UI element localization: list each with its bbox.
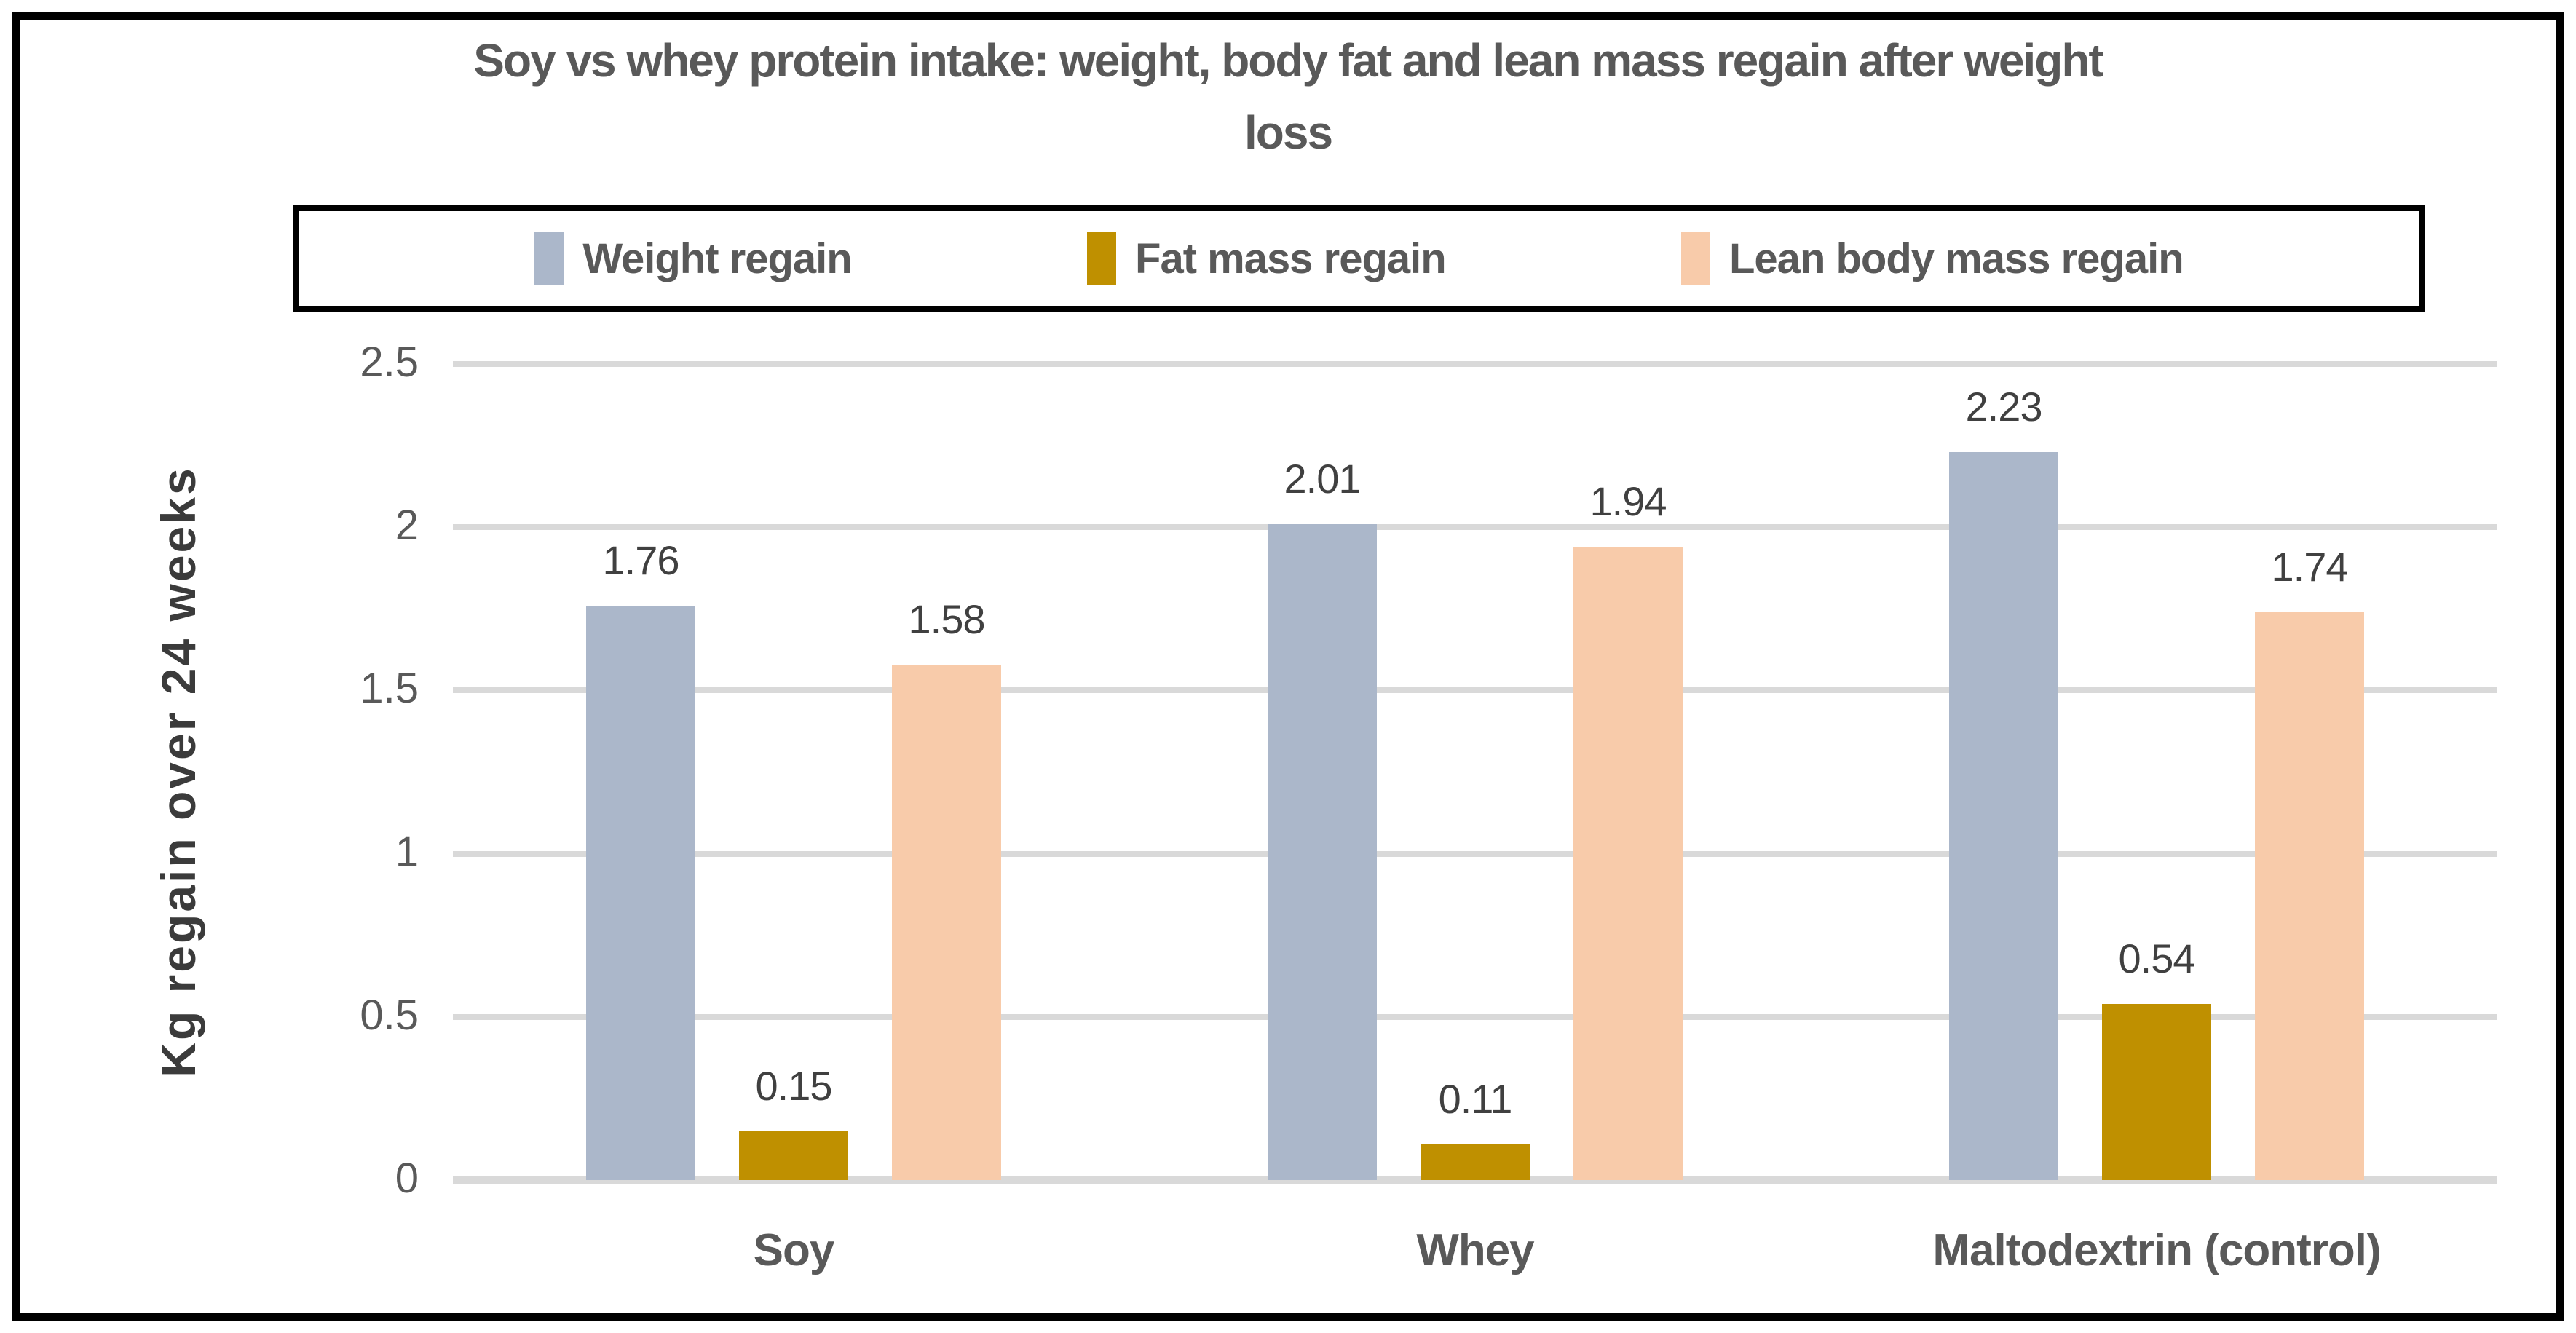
legend-item: Weight regain — [534, 232, 853, 285]
bar — [1573, 547, 1683, 1180]
bar-value-label: 1.58 — [908, 596, 986, 642]
bar — [586, 605, 695, 1180]
y-tick-label: 0.5 — [360, 991, 419, 1039]
bar-value-label: 0.54 — [2118, 935, 2196, 981]
bar-value-label: 1.76 — [602, 537, 680, 583]
y-tick-label: 2 — [395, 502, 419, 550]
gridline — [453, 1013, 2497, 1020]
legend-swatch-icon — [1087, 232, 1117, 285]
gridline — [453, 524, 2497, 531]
chart-title: Soy vs whey protein intake: weight, body… — [473, 34, 2103, 159]
y-tick-label: 1 — [395, 828, 419, 876]
x-category-label: Maltodextrin (control) — [1932, 1225, 2381, 1275]
legend-label: Fat mass regain — [1135, 234, 1447, 282]
bar-value-label: 0.11 — [1438, 1075, 1513, 1122]
x-category-label: Soy — [753, 1225, 835, 1275]
bar-value-label: 2.23 — [1965, 384, 2043, 430]
gridline — [453, 687, 2497, 694]
y-tick-label: 1.5 — [360, 665, 419, 713]
bar — [2102, 1003, 2211, 1180]
x-category-label: Whey — [1416, 1225, 1534, 1275]
bar — [1949, 452, 2058, 1180]
y-tick-label: 2.5 — [360, 339, 419, 386]
legend-item: Fat mass regain — [1087, 232, 1447, 285]
bar — [1421, 1144, 1530, 1180]
legend: Weight regain Fat mass regain Lean body ma… — [293, 205, 2425, 312]
legend-swatch-icon — [1681, 232, 1710, 285]
bar-value-label: 0.15 — [755, 1062, 833, 1109]
bar — [739, 1131, 848, 1180]
bar — [892, 664, 1001, 1180]
legend-label: Weight regain — [582, 234, 852, 282]
bar — [1268, 523, 1377, 1180]
gridline — [453, 361, 2497, 367]
legend-label: Lean body mass regain — [1729, 234, 2184, 282]
y-tick-label: 0 — [395, 1155, 419, 1202]
legend-swatch-icon — [534, 232, 564, 285]
y-axis-title: Kg regain over 24 weeks — [151, 466, 205, 1077]
bar-value-label: 1.74 — [2271, 543, 2349, 590]
bar — [2255, 612, 2364, 1180]
legend-item: Lean body mass regain — [1681, 232, 2184, 285]
bar-value-label: 2.01 — [1284, 455, 1362, 502]
gridline — [453, 850, 2497, 857]
bar-value-label: 1.94 — [1589, 478, 1667, 525]
